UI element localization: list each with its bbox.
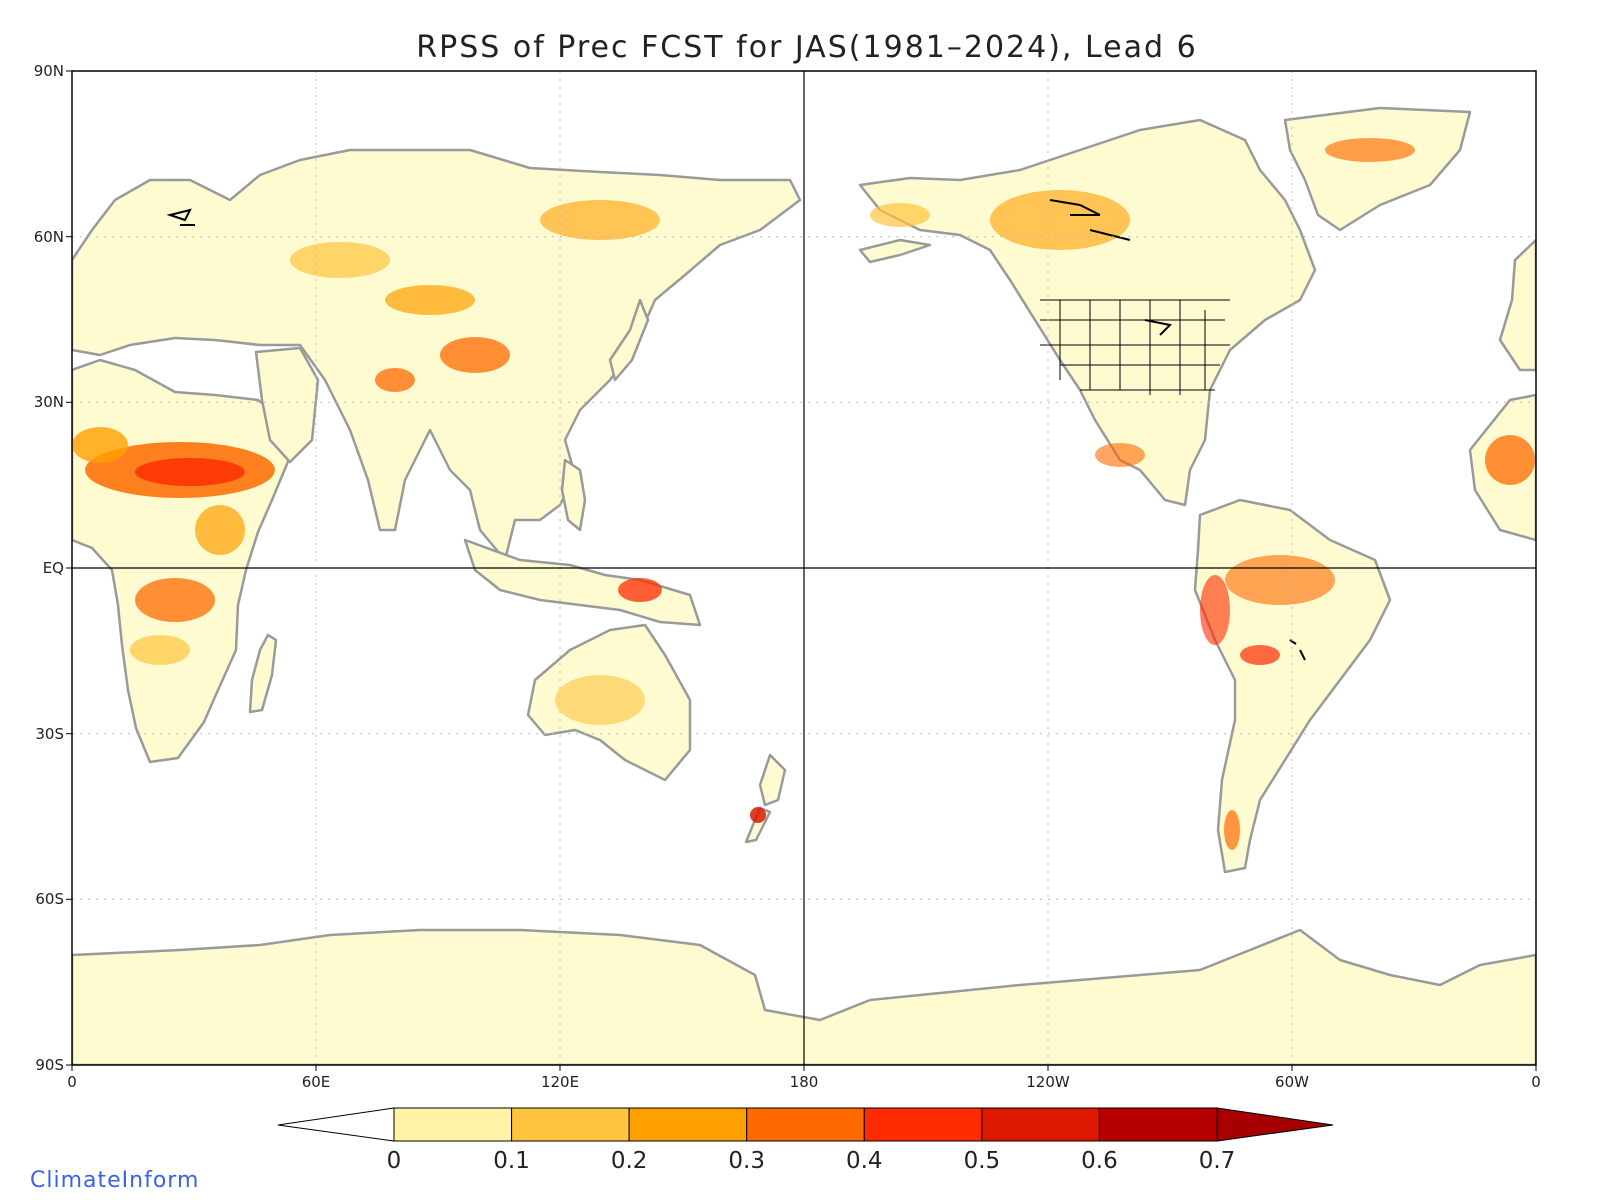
skill-patch-sahel-core	[135, 458, 245, 486]
skill-shading	[72, 138, 1535, 850]
lat-label-60n: 60N	[34, 228, 64, 246]
skill-patch-new-guinea	[618, 578, 662, 602]
colorbar-bin	[1098, 1107, 1218, 1142]
colorbar-tick-label: 0.6	[1081, 1148, 1118, 1174]
colorbar-tick-label: 0.7	[1199, 1148, 1236, 1174]
lat-axis: 90N 60N 30N EQ 30S 60S 90S	[34, 62, 64, 1074]
lon-label-180: 180	[790, 1073, 819, 1091]
land-eurasia	[72, 148, 802, 562]
land-europe-east-wrap	[1498, 238, 1536, 372]
land-japan	[608, 298, 650, 382]
skill-patch-canada	[990, 190, 1130, 250]
lat-label-eq: EQ	[43, 559, 64, 577]
land-alaska-peninsula	[858, 238, 932, 264]
skill-patch-siberia	[540, 200, 660, 240]
colorbar-bin	[746, 1107, 865, 1142]
colorbar: 0 0.1 0.2 0.3 0.4 0.5 0.6 0.7	[277, 1107, 1334, 1174]
lon-ticks	[71, 1065, 1537, 1071]
colorbar-bin	[628, 1107, 748, 1142]
skill-patch-amazon	[1225, 555, 1335, 605]
lon-axis: 0 60E 120E 180 120W 60W 0	[67, 1073, 1541, 1091]
map-title: RPSS of Prec FCST for JAS(1981–2024), Le…	[416, 30, 1197, 65]
land-philippines	[560, 458, 587, 532]
lat-label-90s: 90S	[35, 1056, 64, 1074]
credit-text: ClimateInform	[30, 1168, 200, 1193]
map-layer	[72, 71, 1536, 1065]
colorbar-tick-label: 0	[387, 1148, 402, 1174]
colorbar-tick-label: 0.4	[846, 1148, 883, 1174]
land-madagascar	[248, 633, 278, 714]
land-arabia	[254, 346, 320, 464]
lat-label-90n: 90N	[34, 62, 64, 80]
skill-patch-india	[375, 368, 415, 392]
skill-patch-bolivia	[1240, 645, 1280, 665]
lat-label-30n: 30N	[34, 393, 64, 411]
skill-patch-australia	[555, 675, 645, 725]
lon-label-60e: 60E	[302, 1073, 331, 1091]
colorbar-bins	[393, 1107, 1218, 1142]
colorbar-labels: 0 0.1 0.2 0.3 0.4 0.5 0.6 0.7	[387, 1148, 1236, 1174]
skill-patch-patagonia	[1224, 810, 1240, 850]
skill-patch-china	[440, 337, 510, 373]
skill-patch-andes	[1200, 575, 1230, 645]
colorbar-bin	[981, 1107, 1100, 1142]
colorbar-tick-label: 0.2	[611, 1148, 648, 1174]
us-state-borders	[1040, 299, 1230, 395]
skill-patch-central-africa	[135, 578, 215, 622]
colorbar-tick-label: 0.5	[964, 1148, 1001, 1174]
colorbar-tick-label: 0.3	[728, 1148, 765, 1174]
skill-patch-west-africa-wrap	[1485, 435, 1535, 485]
colorbar-bin	[393, 1107, 513, 1142]
lat-label-30s: 30S	[35, 725, 64, 743]
skill-patch-alaska	[870, 203, 930, 227]
lat-ticks	[66, 70, 72, 1066]
colorbar-below-arrow	[277, 1107, 395, 1142]
lon-label-60w: 60W	[1275, 1073, 1309, 1091]
lakes	[166, 199, 1306, 661]
lon-label-0-end: 0	[1531, 1073, 1541, 1091]
colorbar-tick-label: 0.1	[493, 1148, 530, 1174]
lon-label-120w: 120W	[1026, 1073, 1070, 1091]
land-indonesia	[463, 538, 702, 627]
lat-label-60s: 60S	[35, 890, 64, 908]
skill-patch-kazakhstan	[290, 242, 390, 278]
land-antarctica	[72, 928, 1536, 1065]
colorbar-above-arrow	[1216, 1107, 1334, 1142]
lon-label-120e: 120E	[541, 1073, 579, 1091]
skill-patch-mongolia	[385, 285, 475, 315]
skill-patch-mexico	[1095, 443, 1145, 467]
lon-label-0: 0	[67, 1073, 77, 1091]
skill-patch-new-zealand	[750, 807, 766, 823]
skill-patch-west-africa	[72, 427, 128, 463]
colorbar-bin	[511, 1107, 630, 1142]
skill-patch-greenland	[1325, 138, 1415, 162]
skill-patch-southern-africa	[130, 635, 190, 665]
colorbar-bin	[863, 1107, 983, 1142]
skill-patch-east-africa	[195, 505, 245, 555]
land-north-america	[858, 118, 1317, 507]
land-greenland	[1283, 106, 1472, 232]
